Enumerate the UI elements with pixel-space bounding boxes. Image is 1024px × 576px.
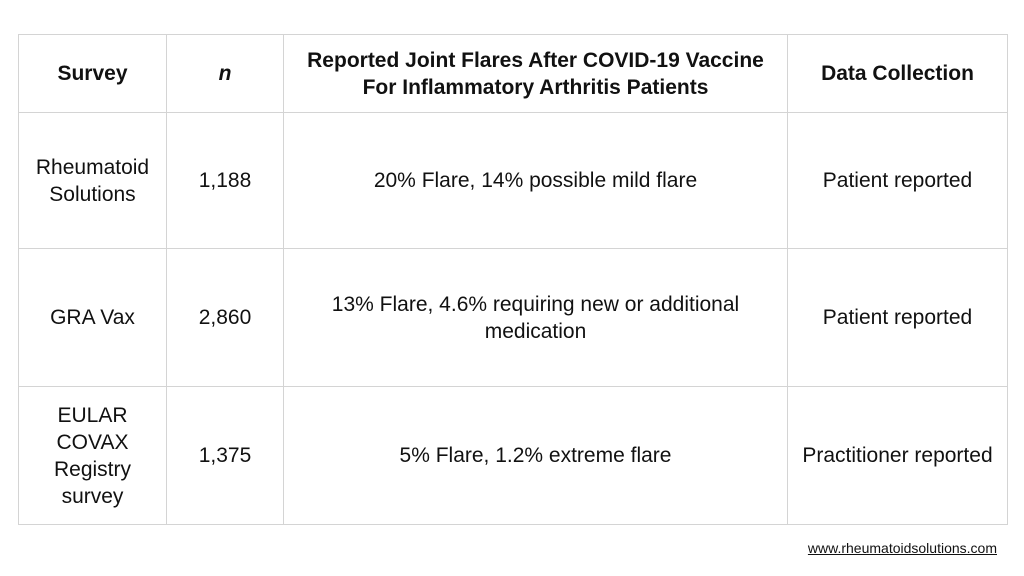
header-n: n bbox=[166, 34, 284, 113]
survey-comparison-table: Survey n Reported Joint Flares After COV… bbox=[18, 34, 1008, 525]
header-survey: Survey bbox=[18, 34, 167, 113]
cell-survey: GRA Vax bbox=[18, 248, 167, 387]
cell-collection: Patient reported bbox=[787, 112, 1008, 249]
website-link[interactable]: www.rheumatoidsolutions.com bbox=[807, 540, 997, 556]
cell-flares: 13% Flare, 4.6% requiring new or additio… bbox=[283, 248, 788, 387]
cell-flares: 20% Flare, 14% possible mild flare bbox=[283, 112, 788, 249]
header-joint-flares: Reported Joint Flares After COVID-19 Vac… bbox=[283, 34, 788, 113]
cell-flares: 5% Flare, 1.2% extreme flare bbox=[283, 386, 788, 525]
table-row: GRA Vax 2,860 13% Flare, 4.6% requiring … bbox=[18, 248, 1008, 387]
cell-survey: EULAR COVAX Registry survey bbox=[18, 386, 167, 525]
table-row: Rheumatoid Solutions 1,188 20% Flare, 14… bbox=[18, 112, 1008, 249]
table-row: EULAR COVAX Registry survey 1,375 5% Fla… bbox=[18, 386, 1008, 525]
cell-survey: Rheumatoid Solutions bbox=[18, 112, 167, 249]
cell-n: 2,860 bbox=[166, 248, 284, 387]
table-header-row: Survey n Reported Joint Flares After COV… bbox=[18, 34, 1008, 113]
cell-collection: Practitioner reported bbox=[787, 386, 1008, 525]
cell-n: 1,188 bbox=[166, 112, 284, 249]
header-data-collection: Data Collection bbox=[787, 34, 1008, 113]
cell-n: 1,375 bbox=[166, 386, 284, 525]
cell-collection: Patient reported bbox=[787, 248, 1008, 387]
